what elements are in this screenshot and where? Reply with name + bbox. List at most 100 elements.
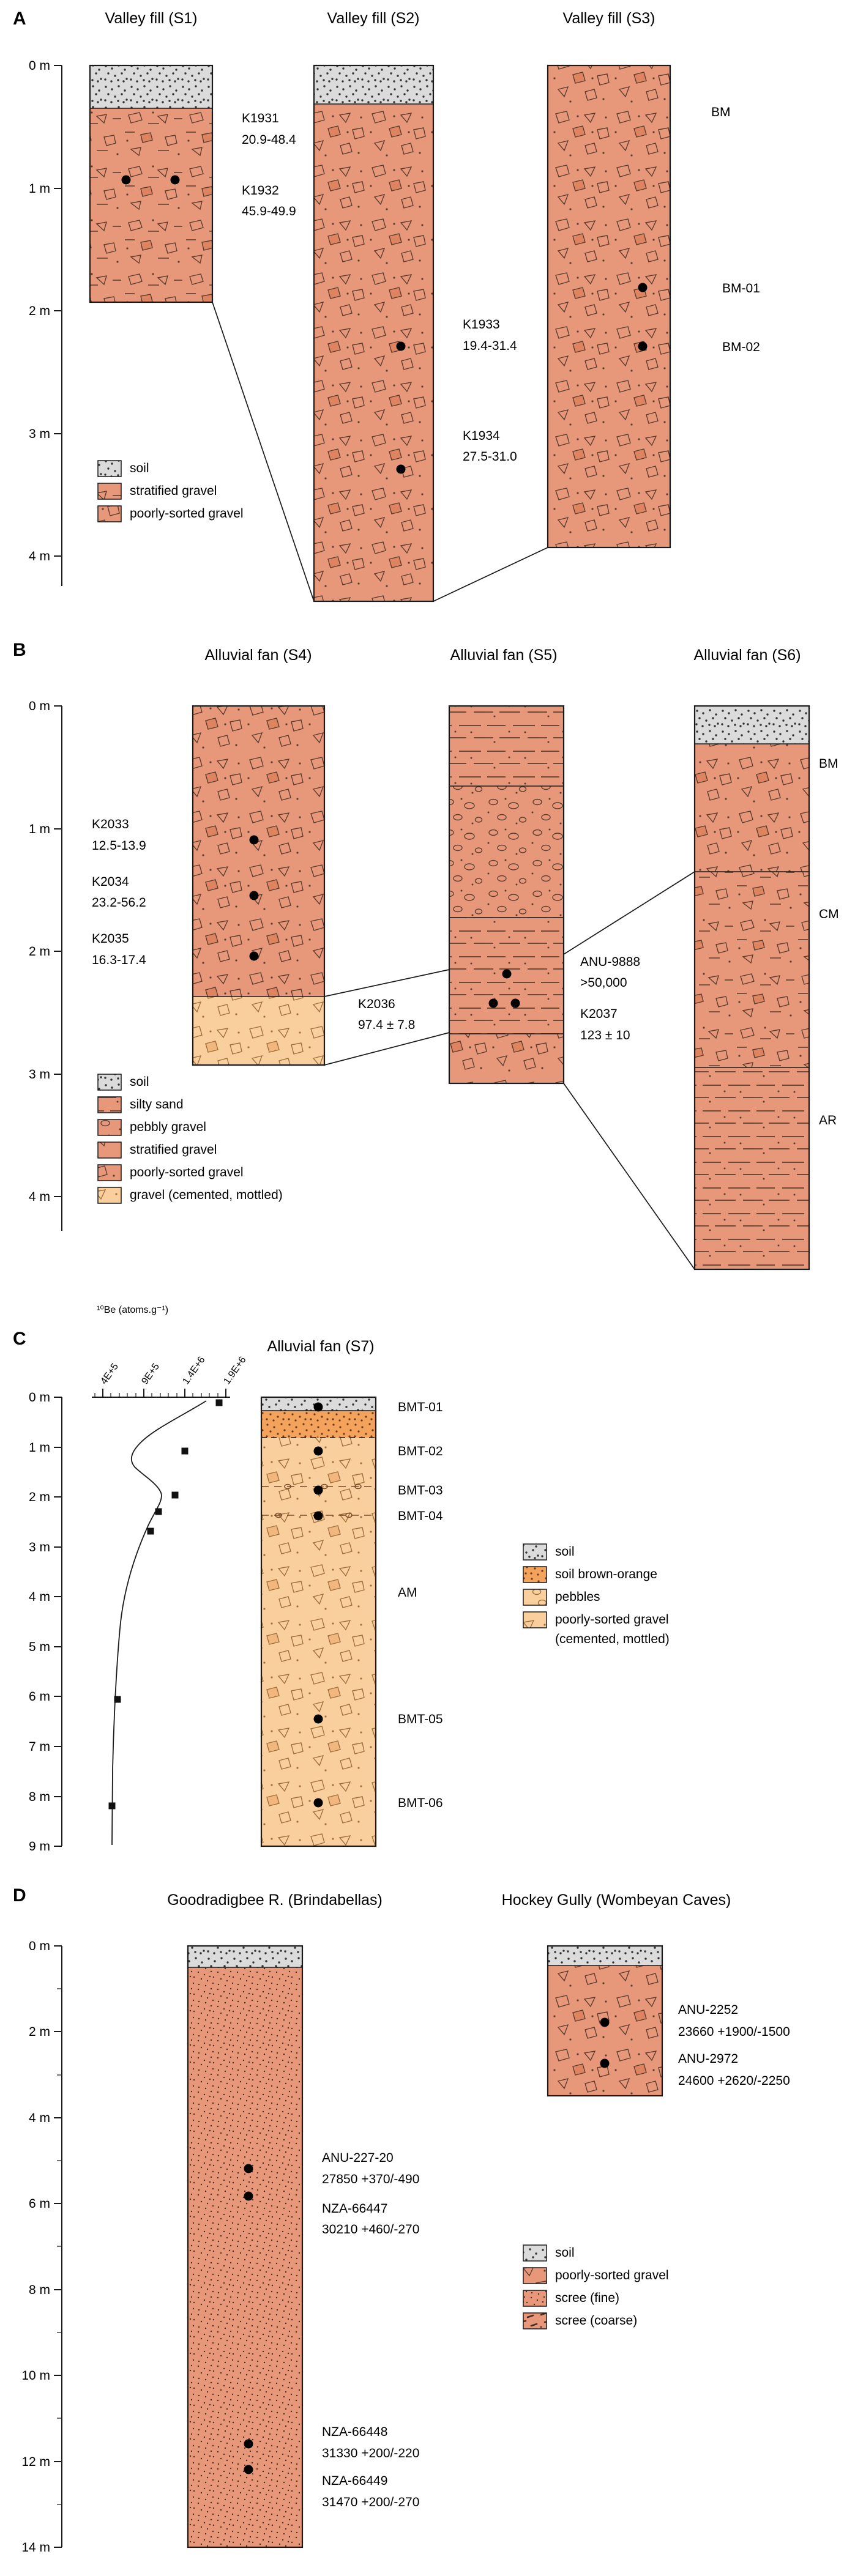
goodradigbee-title: Goodradigbee R. (Brindabellas) [167, 1891, 383, 1909]
sample-labels-c: BMT-01 BMT-02 BMT-03 BMT-04 AM BMT-05 BM… [398, 1400, 443, 1810]
sample-value: 27850 +370/-490 [322, 2172, 419, 2186]
sample-value: 19.4-31.4 [463, 339, 517, 353]
unit-label-am: AM [398, 1586, 417, 1600]
legend-swatch-poorly-sorted-gravel [97, 505, 122, 522]
mark-label: BM-02 [722, 340, 760, 354]
sample-value: 31330 +200/-220 [322, 2446, 419, 2460]
depth-tick: 2 m [29, 945, 50, 959]
sample-id: ANU-9888 [580, 955, 640, 969]
mark-label: BMT-03 [398, 1483, 443, 1498]
legend-swatch-soil [97, 460, 122, 477]
column-s6 [693, 705, 810, 1271]
sample-value: 31470 +200/-270 [322, 2495, 419, 2509]
sample-dot [502, 969, 512, 979]
unit-label-ar: AR [819, 1113, 837, 1127]
legend-label: soil brown-orange [555, 1567, 657, 1581]
legend-label: poorly-sorted gravel [555, 1613, 669, 1627]
depth-tick: 10 m [21, 2369, 50, 2383]
depth-tick: 4 m [29, 1590, 50, 1604]
unit-label-bm: BM [711, 105, 731, 119]
sample-dot [313, 1511, 323, 1521]
depth-axis-c: 0 m 1 m 2 m 3 m 4 m 5 m 6 m 7 m 8 m 9 m [29, 1390, 62, 1854]
legend-swatch-soil [97, 1074, 122, 1091]
sample-dot [249, 951, 259, 961]
legend-swatch-scree-fine [523, 2290, 547, 2307]
be-tick-label: 1.9E+6 [222, 1355, 248, 1387]
legend-swatch-cemented-gravel [97, 1187, 122, 1204]
depth-tick: 2 m [29, 304, 50, 318]
column-s3 [547, 64, 671, 549]
sample-dot [600, 2017, 610, 2027]
legend-swatch-poorly-sorted-gravel [523, 2267, 547, 2284]
column-hockey-gully [547, 1945, 663, 2097]
column-s1-title: Valley fill (S1) [105, 10, 198, 27]
depth-axis-b: 0 m 1 m 2 m 3 m 4 m [29, 699, 62, 1231]
legend-label: poorly-sorted gravel [130, 1165, 244, 1179]
legend-swatch-stratified-gravel [97, 483, 122, 500]
sample-id: ANU-2972 [678, 2052, 738, 2066]
mark-label: BMT-01 [398, 1400, 443, 1414]
profile-point [181, 1447, 189, 1455]
sample-labels-b: K2033 12.5-13.9 K2034 23.2-56.2 K2035 16… [92, 757, 839, 1127]
be-tick-label: 9E+5 [140, 1361, 162, 1386]
legend-swatch-cemented-gravel [523, 1611, 547, 1628]
sample-id: K1934 [463, 429, 500, 443]
depth-tick: 12 m [21, 2455, 50, 2469]
depth-tick: 7 m [29, 1740, 50, 1754]
sample-id: K1931 [242, 111, 279, 125]
be-tick-label: 4E+5 [99, 1361, 121, 1386]
legend-label: soil [555, 1545, 575, 1559]
panel-a: A Valley fill (S1) Valley fill (S2) Vall… [13, 9, 760, 603]
depth-tick: 9 m [29, 1839, 50, 1854]
sample-dot [396, 464, 406, 474]
sample-value: 30210 +460/-270 [322, 2222, 419, 2236]
correlation-line [433, 547, 548, 602]
legend-label: stratified gravel [130, 484, 217, 498]
be-tick-label: 1.4E+6 [181, 1355, 207, 1387]
be-depth-profile [108, 1399, 223, 1846]
sample-id: K2033 [92, 817, 129, 831]
column-s7 [260, 1396, 377, 1847]
legend-swatch-stratified-gravel [97, 1141, 122, 1159]
depth-tick: 14 m [21, 2541, 50, 2555]
profile-point [215, 1399, 223, 1406]
sample-dot [249, 891, 259, 900]
depth-tick: 3 m [29, 1067, 50, 1082]
sample-id: K2035 [92, 932, 129, 946]
sample-dot [121, 175, 131, 185]
sample-value: 45.9-49.9 [242, 204, 296, 218]
column-s4 [192, 705, 326, 1066]
legend-label: soil [130, 461, 149, 475]
depth-tick: 6 m [29, 1690, 50, 1704]
sample-dot [638, 341, 648, 351]
mark-label: BMT-02 [398, 1444, 443, 1458]
sample-dot [600, 2058, 610, 2068]
sample-dot [313, 1402, 323, 1412]
panel-d: D Goodradigbee R. (Brindabellas) Hockey … [13, 1885, 790, 2555]
sample-dot [244, 2465, 253, 2474]
depth-tick: 4 m [29, 549, 50, 563]
column-s3-title: Valley fill (S3) [563, 10, 655, 27]
depth-axis-a: 0 m 1 m 2 m 3 m 4 m [29, 59, 62, 586]
legend-label: poorly-sorted gravel [130, 507, 244, 521]
sample-dot [170, 175, 180, 185]
sample-value: 97.4 ± 7.8 [358, 1018, 415, 1032]
sample-value: 24600 +2620/-2250 [678, 2074, 790, 2088]
sample-dot [396, 341, 406, 351]
depth-tick: 3 m [29, 1540, 50, 1554]
depth-tick: 4 m [29, 1190, 50, 1204]
legend-swatch-soil [523, 1543, 547, 1561]
depth-tick: 0 m [29, 1939, 50, 1953]
sample-labels-d: ANU-227-20 27850 +370/-490 NZA-66447 302… [322, 2003, 790, 2509]
profile-point [147, 1527, 154, 1535]
sample-id: K1932 [242, 184, 279, 198]
sample-dot [313, 1798, 323, 1808]
depth-tick: 0 m [29, 1390, 50, 1405]
sample-dot [313, 1446, 323, 1456]
sample-dot [244, 2164, 253, 2173]
legend-label: pebbly gravel [130, 1120, 206, 1134]
sample-dot [638, 283, 648, 292]
correlation-line [563, 1083, 695, 1270]
column-s6-title: Alluvial fan (S6) [693, 647, 801, 664]
depth-tick: 1 m [29, 182, 50, 196]
